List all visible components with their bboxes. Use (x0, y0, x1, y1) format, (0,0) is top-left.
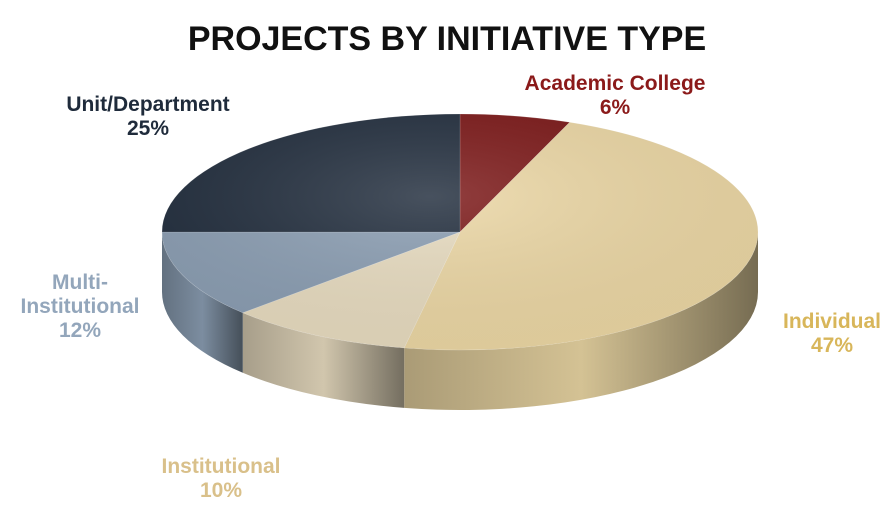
slice-name-label: Unit/Department (66, 93, 229, 116)
slice-value-label: 6% (600, 96, 631, 119)
slice-name-label: Individual (783, 310, 881, 333)
slice-name-label: Multi- (52, 271, 108, 294)
slice-label-institutional: Institutional 10% (162, 455, 281, 502)
pie-labels: Academic College 6% Individual 47% Instituti… (21, 72, 882, 502)
slice-name-label: Institutional (162, 455, 281, 478)
slice-label-academic-college: Academic College 6% (525, 72, 706, 119)
slice-name-label: Academic College (525, 72, 706, 95)
pie-top-layer (161, 113, 759, 351)
slice-name-label: Institutional (21, 295, 140, 318)
slice-value-label: 47% (811, 334, 853, 357)
slice-label-unit-department: Unit/Department 25% (66, 93, 229, 140)
slice-label-multi-institutional: Multi-Institutional 12% (21, 271, 140, 342)
chart-title: PROJECTS BY INITIATIVE TYPE (188, 20, 706, 58)
slice-value-label: 25% (127, 117, 169, 140)
slice-value-label: 10% (200, 479, 242, 502)
slice-label-individual: Individual 47% (783, 310, 881, 357)
slice-value-label: 12% (59, 319, 101, 342)
pie-wall-individual (404, 232, 758, 410)
pie-slice-unit-department (161, 113, 461, 233)
